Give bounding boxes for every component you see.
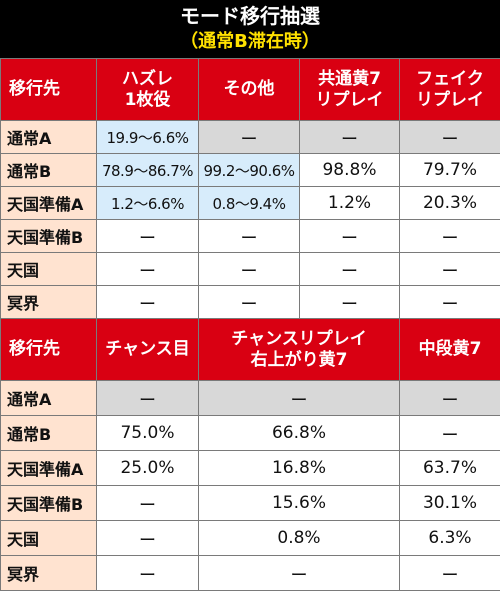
table-cell: 0.8～9.4% bbox=[199, 187, 300, 220]
table2-header-chance-replay: チャンスリプレイ右上がり黄7 bbox=[199, 319, 400, 381]
table-cell: 15.6% bbox=[199, 486, 400, 521]
table-row: 通常B 75.0% 66.8% ー bbox=[1, 416, 500, 451]
table-cell: ー bbox=[400, 381, 500, 416]
table-cell: ー bbox=[300, 220, 400, 253]
table2-header-chance-me: チャンス目 bbox=[97, 319, 199, 381]
row-label: 天国 bbox=[1, 521, 97, 556]
row-label: 冥界 bbox=[1, 556, 97, 591]
table-cell: 98.8% bbox=[300, 154, 400, 187]
table-cell: 79.7% bbox=[400, 154, 500, 187]
table-row: 通常B 78.9～86.7% 99.2～90.6% 98.8% 79.7% bbox=[1, 154, 500, 187]
row-label: 天国準備B bbox=[1, 486, 97, 521]
table-cell: ー bbox=[199, 220, 300, 253]
row-label: 通常B bbox=[1, 154, 97, 187]
table-cell: ー bbox=[400, 220, 500, 253]
table-cell: ー bbox=[199, 121, 300, 154]
table1-header-fake-replay: フェイクリプレイ bbox=[400, 59, 500, 121]
page-subtitle: （通常B滞在時） bbox=[0, 30, 500, 54]
table-cell: 16.8% bbox=[199, 451, 400, 486]
row-label: 天国準備B bbox=[1, 220, 97, 253]
table-cell: ー bbox=[400, 416, 500, 451]
table-cell: 0.8% bbox=[199, 521, 400, 556]
table-cell: 75.0% bbox=[97, 416, 199, 451]
table-cell: ー bbox=[400, 556, 500, 591]
table-row: 天国 ー 0.8% 6.3% bbox=[1, 521, 500, 556]
table-row: 通常A ー ー ー bbox=[1, 381, 500, 416]
table-row: 天国準備B ー ー ー ー bbox=[1, 220, 500, 253]
table-cell: ー bbox=[300, 253, 400, 286]
table-cell: 19.9～6.6% bbox=[97, 121, 199, 154]
table-cell: 63.7% bbox=[400, 451, 500, 486]
table-cell: ー bbox=[300, 121, 400, 154]
table-cell: ー bbox=[97, 521, 199, 556]
table-cell: 66.8% bbox=[199, 416, 400, 451]
table2-header-middle-yellow7: 中段黄7 bbox=[400, 319, 500, 381]
row-label: 天国 bbox=[1, 253, 97, 286]
table-row: 天国準備A 25.0% 16.8% 63.7% bbox=[1, 451, 500, 486]
page-title: モード移行抽選 bbox=[0, 4, 500, 28]
table-cell: ー bbox=[199, 556, 400, 591]
table-cell: ー bbox=[300, 286, 400, 319]
row-label: 天国準備A bbox=[1, 187, 97, 220]
table-cell: 1.2～6.6% bbox=[97, 187, 199, 220]
row-label: 通常B bbox=[1, 416, 97, 451]
table2-header-row: 移行先 チャンス目 チャンスリプレイ右上がり黄7 中段黄7 bbox=[1, 319, 500, 381]
table-cell: ー bbox=[199, 381, 400, 416]
table-row: 冥界 ー ー ー bbox=[1, 556, 500, 591]
transition-table-2: 移行先 チャンス目 チャンスリプレイ右上がり黄7 中段黄7 通常A ー ー ー … bbox=[0, 318, 500, 591]
table2-header-destination: 移行先 bbox=[1, 319, 97, 381]
table-cell: 1.2% bbox=[300, 187, 400, 220]
table-row: 通常A 19.9～6.6% ー ー ー bbox=[1, 121, 500, 154]
row-label: 天国準備A bbox=[1, 451, 97, 486]
table-cell: 6.3% bbox=[400, 521, 500, 556]
table-cell: ー bbox=[199, 286, 300, 319]
table-cell: ー bbox=[400, 253, 500, 286]
table-row: 冥界 ー ー ー ー bbox=[1, 286, 500, 319]
title-banner: モード移行抽選 （通常B滞在時） bbox=[0, 0, 500, 58]
table-cell: ー bbox=[400, 286, 500, 319]
row-label: 冥界 bbox=[1, 286, 97, 319]
row-label: 通常A bbox=[1, 381, 97, 416]
table-cell: 25.0% bbox=[97, 451, 199, 486]
table-cell: ー bbox=[97, 220, 199, 253]
table-cell: ー bbox=[97, 486, 199, 521]
table-cell: ー bbox=[97, 381, 199, 416]
table-cell: ー bbox=[400, 121, 500, 154]
table-row: 天国準備B ー 15.6% 30.1% bbox=[1, 486, 500, 521]
table-cell: ー bbox=[97, 253, 199, 286]
table-cell: ー bbox=[199, 253, 300, 286]
table-row: 天国準備A 1.2～6.6% 0.8～9.4% 1.2% 20.3% bbox=[1, 187, 500, 220]
table-cell: 20.3% bbox=[400, 187, 500, 220]
table-cell: 30.1% bbox=[400, 486, 500, 521]
row-label: 通常A bbox=[1, 121, 97, 154]
table1-header-destination: 移行先 bbox=[1, 59, 97, 121]
table-cell: 78.9～86.7% bbox=[97, 154, 199, 187]
table-cell: ー bbox=[97, 286, 199, 319]
table-row: 天国 ー ー ー ー bbox=[1, 253, 500, 286]
table-cell: ー bbox=[97, 556, 199, 591]
table-cell: 99.2～90.6% bbox=[199, 154, 300, 187]
table1-header-other: その他 bbox=[199, 59, 300, 121]
